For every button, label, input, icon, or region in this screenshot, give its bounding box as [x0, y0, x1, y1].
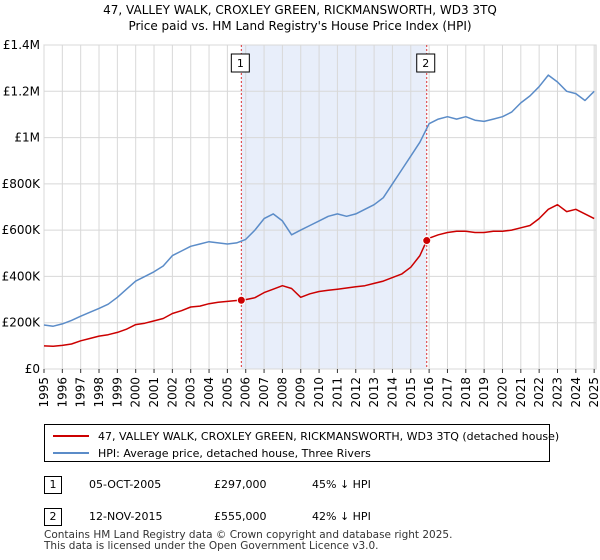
- legend-property-label: 47, VALLEY WALK, CROXLEY GREEN, RICKMANS…: [98, 429, 560, 443]
- sale-hpi-diff: 42% ↓ HPI: [312, 510, 371, 523]
- sale-label: 1: [237, 57, 244, 70]
- footer-license: This data is licensed under the Open Gov…: [44, 540, 379, 552]
- sale-row: 1 05-OCT-2005 £297,000 45% ↓ HPI: [44, 476, 564, 494]
- x-tick-label: 2015: [404, 377, 418, 408]
- footer: Contains HM Land Registry data © Crown c…: [44, 530, 452, 552]
- x-tick-label: 2020: [495, 377, 509, 408]
- x-tick-label: 1998: [92, 377, 106, 408]
- sale-label: 2: [422, 57, 429, 70]
- x-tick-label: 2012: [349, 377, 363, 408]
- sale-badge: 2: [44, 508, 62, 526]
- sale-date: 12-NOV-2015: [89, 510, 163, 523]
- y-tick-label: £1.2M: [3, 84, 40, 98]
- y-tick-label: £1.4M: [3, 38, 40, 52]
- x-tick-label: 2006: [239, 377, 253, 408]
- x-tick-label: 1997: [74, 377, 88, 408]
- x-tick-label: 2013: [367, 377, 381, 408]
- hpi-line-swatch: [53, 452, 89, 454]
- ownership-period-shade: [241, 45, 427, 369]
- sale-hpi-diff: 45% ↓ HPI: [312, 478, 371, 491]
- y-tick-label: £200K: [2, 316, 42, 330]
- x-tick-label: 2019: [477, 377, 491, 408]
- sale-point: [422, 236, 432, 246]
- sale-date: 05-OCT-2005: [89, 478, 162, 491]
- legend-hpi-label: HPI: Average price, detached house, Thre…: [98, 446, 371, 460]
- x-tick-label: 2009: [294, 377, 308, 408]
- sale-row: 2 12-NOV-2015 £555,000 42% ↓ HPI: [44, 508, 564, 526]
- chart-subtitle: Price paid vs. HM Land Registry's House …: [128, 19, 471, 33]
- sale-badge: 1: [44, 476, 62, 494]
- y-tick-label: £400K: [2, 269, 42, 283]
- x-tick-label: 1999: [110, 377, 124, 408]
- price-chart: 47, VALLEY WALK, CROXLEY GREEN, RICKMANS…: [2, 3, 600, 408]
- y-tick-label: £800K: [2, 177, 42, 191]
- x-tick-label: 2023: [550, 377, 564, 408]
- x-tick-label: 2025: [587, 377, 600, 408]
- x-tick-label: 2024: [569, 377, 583, 408]
- x-tick-label: 1995: [37, 377, 51, 408]
- property-series-line: [43, 203, 595, 348]
- x-tick-label: 2004: [202, 377, 216, 408]
- hpi-series-line: [43, 74, 595, 327]
- x-tick-label: 2001: [147, 377, 161, 408]
- sale-price: £555,000: [214, 510, 267, 523]
- x-tick-label: 2002: [165, 377, 179, 408]
- x-tick-label: 2018: [459, 377, 473, 408]
- y-tick-label: £600K: [2, 223, 42, 237]
- legend: 47, VALLEY WALK, CROXLEY GREEN, RICKMANS…: [44, 424, 559, 462]
- x-tick-label: 2017: [440, 377, 454, 408]
- x-tick-label: 2007: [257, 377, 271, 408]
- x-tick-label: 2008: [275, 377, 289, 408]
- sale-point: [236, 295, 246, 305]
- legend-item-hpi: HPI: Average price, detached house, Thre…: [53, 445, 371, 461]
- x-tick-label: 2003: [184, 377, 198, 408]
- sale-label-box: [230, 53, 250, 73]
- x-tick-label: 2022: [532, 377, 546, 408]
- x-tick-label: 2016: [422, 377, 436, 408]
- x-tick-label: 2021: [514, 377, 528, 408]
- y-tick-label: £0: [25, 362, 40, 376]
- x-tick-label: 1996: [55, 377, 69, 408]
- x-tick-label: 2014: [385, 377, 399, 408]
- x-tick-label: 2005: [220, 377, 234, 408]
- sale-price: £297,000: [214, 478, 267, 491]
- legend-item-property: 47, VALLEY WALK, CROXLEY GREEN, RICKMANS…: [53, 428, 559, 444]
- x-tick-label: 2000: [129, 377, 143, 408]
- footer-copyright: Contains HM Land Registry data © Crown c…: [44, 529, 453, 541]
- property-line-swatch: [53, 435, 89, 437]
- sale-label-box: [416, 53, 436, 73]
- x-tick-label: 2011: [330, 377, 344, 408]
- y-tick-label: £1M: [14, 131, 40, 145]
- x-tick-label: 2010: [312, 377, 326, 408]
- chart-title: 47, VALLEY WALK, CROXLEY GREEN, RICKMANS…: [103, 3, 497, 17]
